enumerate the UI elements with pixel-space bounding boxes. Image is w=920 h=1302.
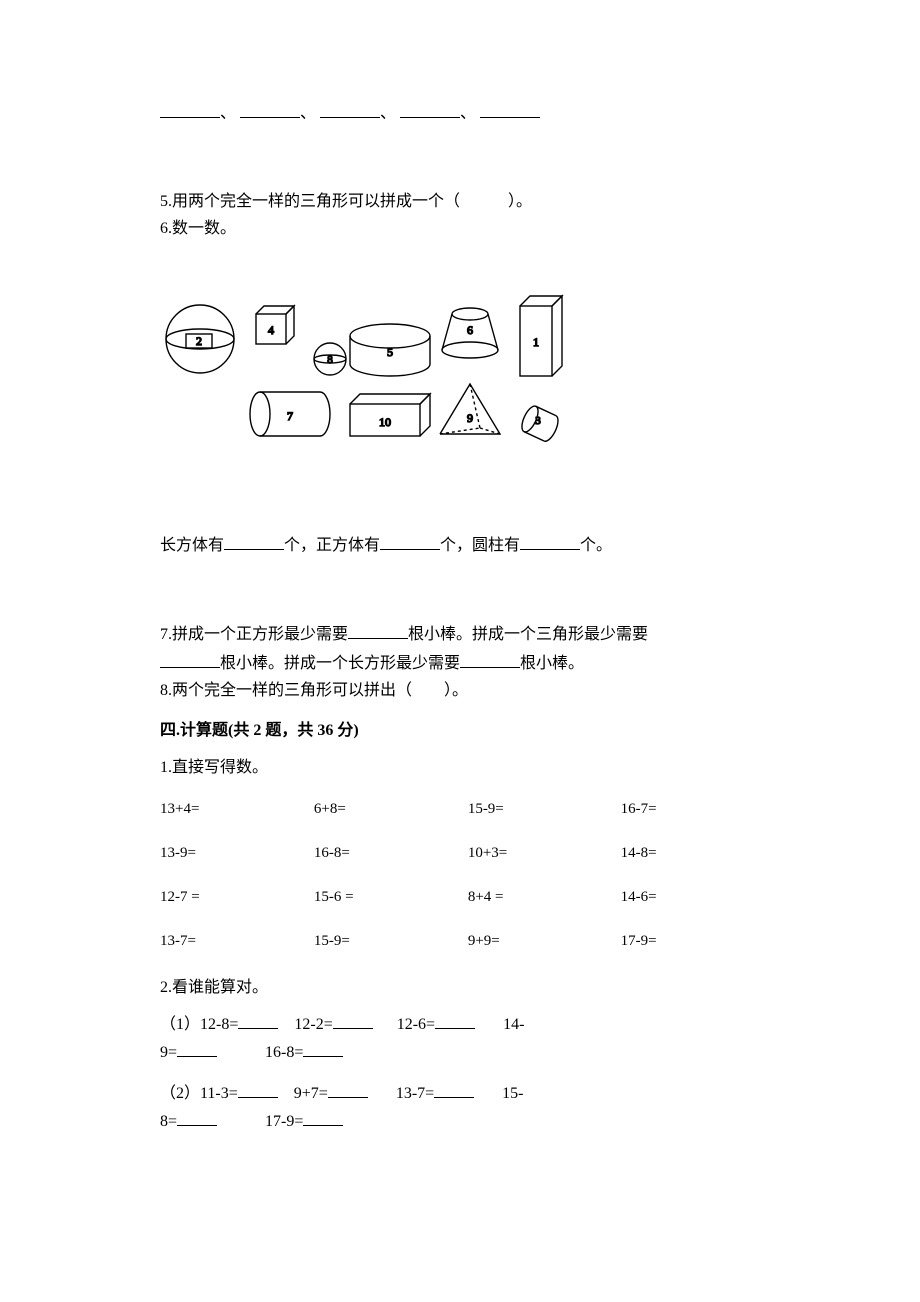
calc-cell: 15-9= (468, 787, 621, 831)
blank-field[interactable] (460, 650, 520, 668)
calc-cell: 8+4 = (468, 875, 621, 919)
section-4-title-text: 四.计算题(共 2 题，共 36 分) (160, 722, 359, 739)
blank-field[interactable] (435, 1011, 475, 1029)
s4-q2-title: 2.看谁能算对。 (160, 975, 760, 1001)
blank-field[interactable] (238, 1011, 278, 1029)
table-row: 13-7= 15-9= 9+9= 17-9= (160, 919, 760, 963)
blank-field[interactable] (238, 1080, 278, 1098)
blank-field[interactable] (177, 1108, 217, 1126)
l2-b: 9+7= (294, 1085, 328, 1102)
calc-cell: 13-9= (160, 831, 314, 875)
calc-cell: 12-7 = (160, 875, 314, 919)
q6-mid1: 个，正方体有 (284, 537, 380, 554)
svg-text:3: 3 (535, 415, 541, 427)
calc-table: 13+4= 6+8= 15-9= 16-7= 13-9= 16-8= 10+3=… (160, 787, 760, 963)
blank-field[interactable] (303, 1039, 343, 1057)
s4-q2-line1b: 9= 16-8= (160, 1039, 760, 1066)
blank-field[interactable] (434, 1080, 474, 1098)
q7-p1: 7.拼成一个正方形最少需要 (160, 626, 348, 643)
q8-text: 8.两个完全一样的三角形可以拼出（ ）。 (160, 682, 468, 699)
svg-text:6: 6 (467, 323, 473, 337)
q7-p3: 根小棒。拼成一个长方形最少需要 (220, 655, 460, 672)
question-7: 7.拼成一个正方形最少需要 根小棒。拼成一个三角形最少需要 (160, 621, 760, 648)
top-blank-row: 、 、 、 、 (160, 100, 760, 127)
l2-a: （2）11-3= (160, 1085, 238, 1102)
blank-field[interactable] (160, 100, 220, 118)
l1b-a: 9= (160, 1044, 177, 1061)
blank-field[interactable] (240, 100, 300, 118)
separator: 、 (380, 105, 396, 122)
calc-cell: 16-7= (621, 787, 760, 831)
shapes-diagram: 2 4 8 5 6 1 7 1 (160, 284, 580, 484)
question-7b: 根小棒。拼成一个长方形最少需要 根小棒。 (160, 650, 760, 677)
l2-c: 13-7= (396, 1085, 434, 1102)
q6-mid2: 个，圆柱有 (440, 537, 520, 554)
calc-cell: 15-6 = (314, 875, 468, 919)
s4-q2-title-text: 2.看谁能算对。 (160, 979, 268, 996)
l2b-a: 8= (160, 1113, 177, 1130)
blank-field[interactable] (224, 532, 284, 550)
q6-summary: 长方体有 个，正方体有 个，圆柱有 个。 (160, 532, 760, 559)
l2b-b: 17-9= (265, 1113, 303, 1130)
calc-cell: 9+9= (468, 919, 621, 963)
calc-cell: 16-8= (314, 831, 468, 875)
section-4-title: 四.计算题(共 2 题，共 36 分) (160, 718, 760, 744)
separator: 、 (300, 105, 316, 122)
s4-q1-title-text: 1.直接写得数。 (160, 759, 268, 776)
calc-cell: 10+3= (468, 831, 621, 875)
blank-field[interactable] (400, 100, 460, 118)
separator: 、 (220, 105, 236, 122)
svg-text:10: 10 (379, 415, 391, 429)
svg-text:5: 5 (387, 345, 393, 359)
q6-prefix: 长方体有 (160, 537, 224, 554)
s4-q2-line1: （1）12-8= 12-2= 12-6= 14- (160, 1011, 760, 1038)
s4-q2-line2: （2）11-3= 9+7= 13-7= 15- (160, 1080, 760, 1107)
s4-q1-title: 1.直接写得数。 (160, 755, 760, 781)
calc-cell: 15-9= (314, 919, 468, 963)
s4-q2-line2b: 8= 17-9= (160, 1108, 760, 1135)
calc-cell: 13-7= (160, 919, 314, 963)
l1b-b: 16-8= (265, 1044, 303, 1061)
blank-field[interactable] (480, 100, 540, 118)
blank-field[interactable] (320, 100, 380, 118)
question-6-title: 6.数一数。 (160, 216, 760, 242)
calc-cell: 14-8= (621, 831, 760, 875)
blank-field[interactable] (520, 532, 580, 550)
svg-text:2: 2 (196, 334, 202, 348)
l1-d: 14- (503, 1016, 524, 1033)
l1-a: （1）12-8= (160, 1016, 238, 1033)
l1-b: 12-2= (294, 1016, 332, 1033)
l1-c: 12-6= (397, 1016, 435, 1033)
question-8: 8.两个完全一样的三角形可以拼出（ ）。 (160, 678, 760, 704)
table-row: 12-7 = 15-6 = 8+4 = 14-6= (160, 875, 760, 919)
svg-text:1: 1 (533, 335, 539, 349)
q6-suffix: 个。 (580, 537, 612, 554)
question-5: 5.用两个完全一样的三角形可以拼成一个（ ）。 (160, 189, 760, 215)
svg-text:7: 7 (287, 409, 293, 423)
calc-cell: 6+8= (314, 787, 468, 831)
q6-title-text: 6.数一数。 (160, 220, 236, 237)
blank-field[interactable] (380, 532, 440, 550)
blank-field[interactable] (348, 621, 408, 639)
blank-field[interactable] (303, 1108, 343, 1126)
calc-cell: 13+4= (160, 787, 314, 831)
blank-field[interactable] (328, 1080, 368, 1098)
blank-field[interactable] (177, 1039, 217, 1057)
table-row: 13+4= 6+8= 15-9= 16-7= (160, 787, 760, 831)
l2-d: 15- (502, 1085, 523, 1102)
separator: 、 (460, 105, 476, 122)
blank-field[interactable] (160, 650, 220, 668)
q7-p2: 根小棒。拼成一个三角形最少需要 (408, 626, 648, 643)
table-row: 13-9= 16-8= 10+3= 14-8= (160, 831, 760, 875)
blank-field[interactable] (333, 1011, 373, 1029)
svg-text:9: 9 (467, 411, 473, 425)
calc-cell: 14-6= (621, 875, 760, 919)
svg-text:4: 4 (268, 323, 274, 337)
calc-cell: 17-9= (621, 919, 760, 963)
q5-text: 5.用两个完全一样的三角形可以拼成一个（ ）。 (160, 193, 532, 210)
q7-p4: 根小棒。 (520, 655, 584, 672)
svg-text:8: 8 (327, 354, 333, 366)
